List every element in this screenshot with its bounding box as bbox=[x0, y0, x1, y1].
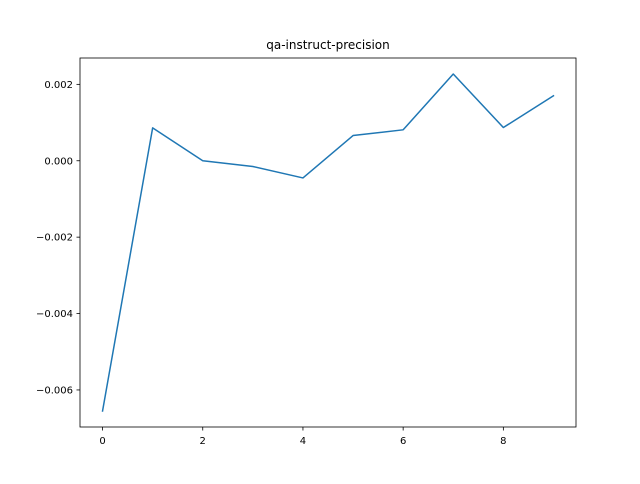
x-tick-label: 6 bbox=[400, 436, 406, 447]
y-tick-label: −0.004 bbox=[36, 309, 73, 320]
y-tick-label: −0.002 bbox=[36, 233, 73, 244]
y-axis: −0.006 −0.004 −0.002 0.000 0.002 bbox=[36, 80, 80, 396]
x-tick-label: 0 bbox=[99, 436, 105, 447]
x-tick-label: 8 bbox=[500, 436, 506, 447]
y-tick-label: −0.006 bbox=[36, 385, 73, 396]
x-axis: 0 2 4 6 8 bbox=[99, 427, 507, 447]
x-tick-label: 4 bbox=[300, 436, 306, 447]
y-tick-label: 0.002 bbox=[44, 80, 73, 91]
series-line-0 bbox=[101, 73, 555, 412]
plot-frame bbox=[79, 57, 577, 428]
y-tick-label: 0.000 bbox=[44, 156, 73, 167]
x-tick-label: 2 bbox=[200, 436, 206, 447]
chart-title: qa-instruct-precision bbox=[266, 38, 390, 52]
plot-area bbox=[79, 57, 577, 428]
